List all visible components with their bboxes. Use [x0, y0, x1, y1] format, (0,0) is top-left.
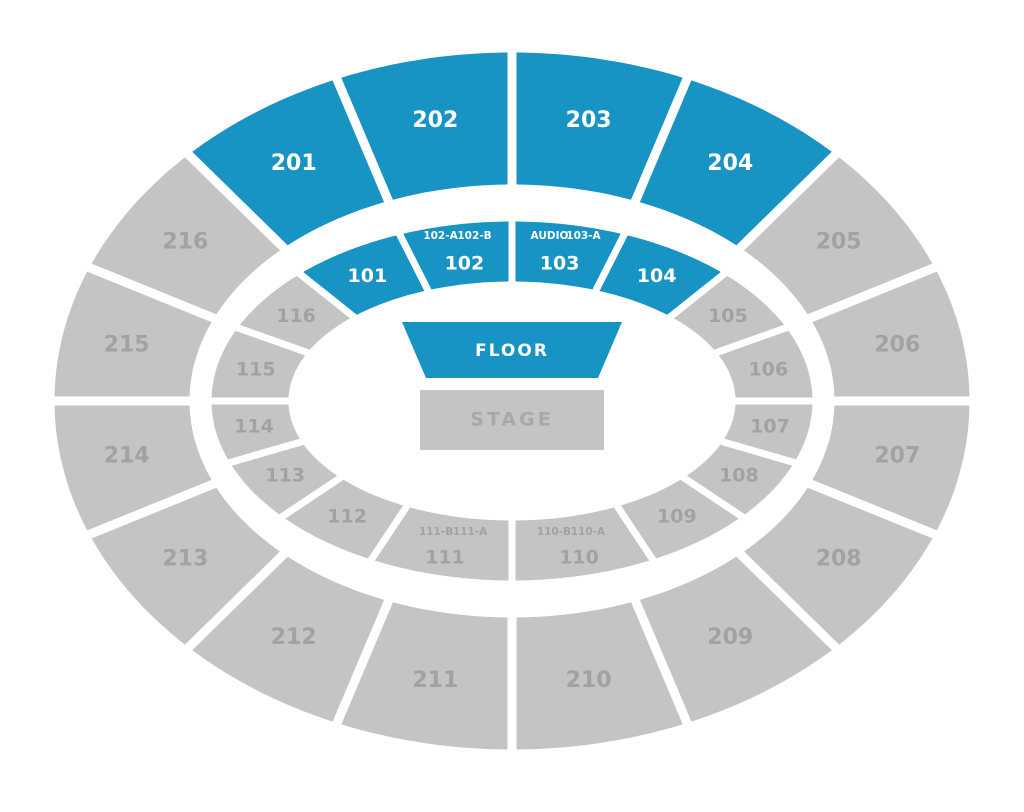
- section-label: 203: [566, 108, 612, 133]
- section-block[interactable]: [707, 322, 820, 405]
- sections: 201 202 203 204 205 206 207 208 209 210 211 212 213 2…: [45, 43, 979, 759]
- section-block[interactable]: [799, 396, 979, 542]
- section-block[interactable]: [78, 476, 295, 657]
- section-label: 215: [104, 332, 150, 357]
- floor-label: FLOOR: [475, 341, 549, 361]
- section-label: 106: [748, 358, 788, 380]
- section-block[interactable]: [661, 267, 796, 358]
- section-block[interactable]: [627, 545, 846, 733]
- section-label: 208: [816, 547, 862, 572]
- section-block[interactable]: [508, 499, 661, 588]
- subsection-label: 110-B: [537, 526, 571, 538]
- section-block[interactable]: [45, 260, 225, 406]
- section-block[interactable]: [729, 476, 946, 657]
- section-label: 211: [412, 668, 458, 693]
- section-block[interactable]: [627, 69, 846, 257]
- section-label: 206: [874, 332, 920, 357]
- section-block[interactable]: [228, 267, 363, 358]
- section-block[interactable]: [220, 436, 350, 523]
- section-label: 111: [425, 546, 465, 568]
- section-label: 110: [559, 546, 599, 568]
- section-label: 214: [104, 444, 150, 469]
- section-block[interactable]: [609, 471, 752, 567]
- section-label: 202: [412, 108, 458, 133]
- section-label: 116: [276, 305, 316, 327]
- section-label: 105: [708, 305, 748, 327]
- subsection-label: 111-B: [419, 526, 453, 538]
- section-label: 101: [348, 265, 388, 287]
- section-label: 209: [707, 625, 753, 650]
- section-label: 207: [874, 444, 920, 469]
- subsection-label: 110-A: [571, 526, 606, 538]
- floor-section[interactable]: [402, 322, 622, 378]
- section-label: 102: [445, 253, 485, 275]
- section-block[interactable]: [392, 214, 516, 298]
- section-block[interactable]: [363, 499, 516, 588]
- section-label: 104: [637, 265, 677, 287]
- section-block[interactable]: [508, 214, 632, 298]
- section-label: 114: [234, 415, 274, 437]
- section-block[interactable]: [204, 397, 311, 468]
- section-block[interactable]: [674, 436, 804, 523]
- section-label: 113: [265, 464, 305, 486]
- section-label: 204: [707, 151, 753, 176]
- section-label: 115: [236, 358, 276, 380]
- section-block[interactable]: [507, 591, 695, 759]
- subsection-label: AUDIO: [531, 230, 569, 242]
- subsection-label: 102-B: [457, 230, 491, 242]
- section-label: 109: [657, 506, 697, 528]
- section-block[interactable]: [799, 260, 979, 406]
- section-label: 108: [719, 464, 759, 486]
- section-label: 112: [327, 506, 367, 528]
- section-label: 216: [162, 229, 208, 254]
- section-label: 201: [271, 151, 317, 176]
- section-block[interactable]: [507, 43, 695, 211]
- section-block[interactable]: [78, 145, 295, 326]
- section-block[interactable]: [729, 145, 946, 326]
- section-label: 205: [816, 229, 862, 254]
- section-block[interactable]: [329, 591, 517, 759]
- subsection-label: 103-A: [566, 230, 601, 242]
- section-label: 107: [750, 415, 790, 437]
- section-block[interactable]: [45, 396, 225, 542]
- subsection-label: 111-A: [453, 526, 488, 538]
- stage-label: STAGE: [470, 409, 553, 431]
- section-label: 213: [162, 547, 208, 572]
- section-label: 212: [271, 625, 317, 650]
- section-label: 103: [540, 253, 580, 275]
- section-block[interactable]: [713, 397, 820, 468]
- section-block[interactable]: [178, 545, 397, 733]
- section-label: 210: [566, 668, 612, 693]
- stage: [420, 390, 604, 450]
- section-block[interactable]: [329, 43, 517, 211]
- subsection-label: 102-A: [423, 230, 458, 242]
